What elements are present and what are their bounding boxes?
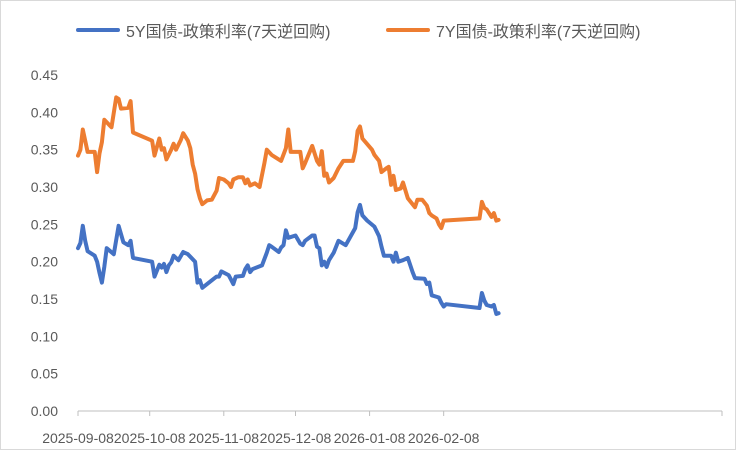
series-line-7y: [76, 95, 501, 231]
x-tick-label: 2025-12-08: [260, 430, 332, 446]
x-tick-label: 2025-09-08: [42, 430, 114, 446]
y-tick-label: 0.15: [31, 291, 58, 307]
legend-item-7y: 7Y国债-政策利率(7天逆回购): [386, 18, 640, 42]
y-tick-label: 0.25: [31, 216, 58, 232]
x-tick-label: 2025-10-08: [114, 430, 186, 446]
x-tick-label: 2025-11-08: [189, 430, 260, 446]
legend-item-5y: 5Y国债-政策利率(7天逆回购): [76, 18, 330, 42]
y-tick-label: 0.45: [31, 67, 58, 83]
y-tick-label: 0.10: [31, 328, 58, 344]
y-tick-label: 0.30: [31, 179, 58, 195]
legend-label-7y: 7Y国债-政策利率(7天逆回购): [436, 24, 641, 41]
x-tick-label: 2026-01-08: [334, 430, 406, 446]
y-tick-label: 0.05: [31, 366, 58, 382]
series-line-5y: [76, 202, 501, 316]
y-tick-label: 0.20: [31, 254, 58, 270]
y-tick-label: 0.00: [31, 403, 58, 419]
y-tick-label: 0.35: [31, 142, 58, 158]
legend: 5Y国债-政策利率(7天逆回购) 7Y国债-政策利率(7天逆回购): [0, 18, 736, 42]
y-tick-label: 0.40: [31, 104, 58, 120]
legend-swatch-7y: [386, 28, 430, 32]
x-tick-label: 2026-02-08: [408, 430, 480, 446]
legend-swatch-5y: [76, 28, 120, 32]
legend-label-5y: 5Y国债-政策利率(7天逆回购): [126, 24, 331, 41]
